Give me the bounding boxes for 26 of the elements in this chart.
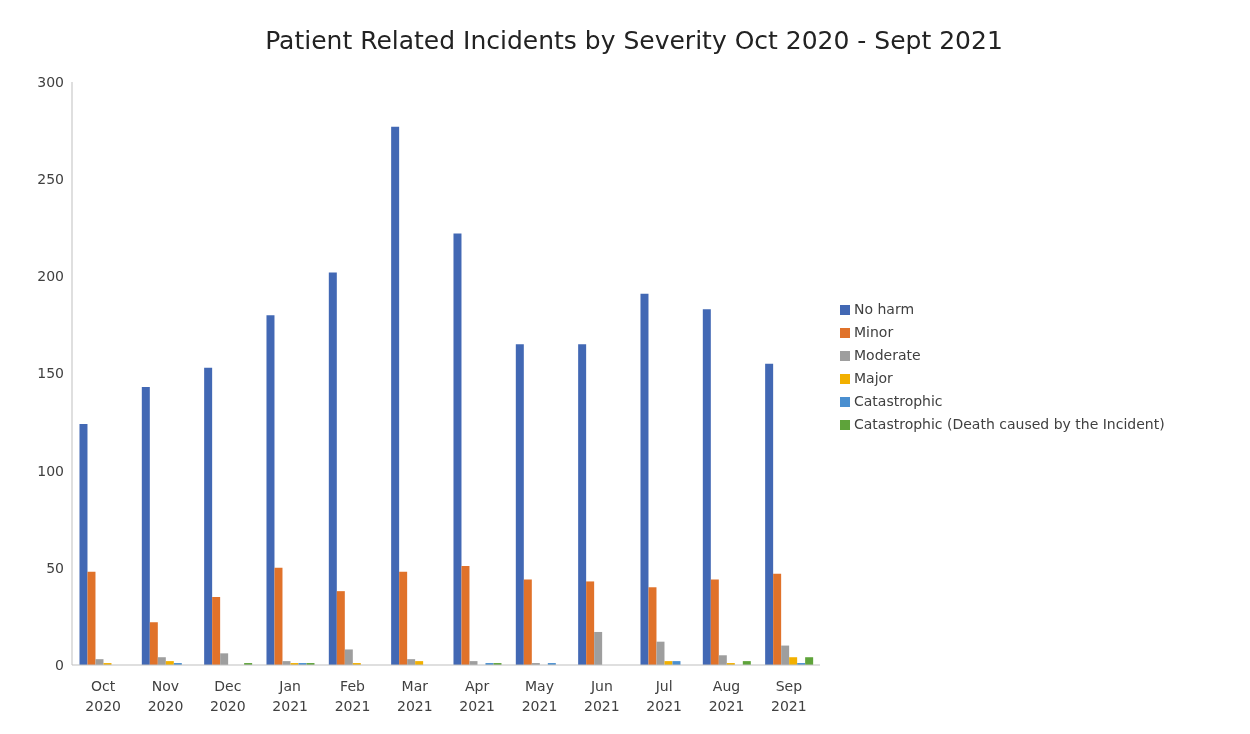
- y-tick-label: 200: [37, 268, 64, 285]
- x-tick-label: Aug 2021: [708, 678, 745, 714]
- legend-label: Major: [854, 370, 893, 386]
- x-tick-label: Nov 2020: [147, 678, 184, 714]
- y-tick-label: 0: [55, 656, 64, 673]
- x-tick-label: Mar 2021: [397, 678, 433, 714]
- x-tick-label: May 2021: [521, 678, 558, 714]
- x-tick-label: Oct 2020: [85, 678, 121, 714]
- y-tick-label: 150: [37, 365, 64, 382]
- x-tick-label: Sep 2021: [771, 678, 807, 714]
- y-tick-label: 50: [46, 559, 64, 576]
- legend-label: Moderate: [854, 347, 921, 363]
- y-tick-label: 100: [37, 462, 64, 479]
- x-tick-label: Dec 2020: [210, 678, 246, 714]
- legend-label: Minor: [854, 324, 894, 340]
- x-tick-label: Jul 2021: [646, 678, 682, 714]
- legend-label: Catastrophic: [854, 393, 943, 409]
- y-tick-label: 250: [37, 171, 64, 188]
- x-tick-label: Feb 2021: [334, 678, 371, 714]
- legend-label: No harm: [854, 301, 915, 317]
- chart-title: Patient Related Incidents by Severity Oct 2020 - Sept 2021: [264, 26, 1004, 55]
- x-tick-label: Jun 2021: [584, 678, 620, 714]
- legend-label: Catastrophic (Death caused by the Incident): [854, 416, 1165, 432]
- x-tick-label: Jan 2021: [272, 678, 308, 714]
- y-tick-label: 300: [37, 73, 64, 90]
- x-tick-label: Apr 2021: [459, 678, 495, 714]
